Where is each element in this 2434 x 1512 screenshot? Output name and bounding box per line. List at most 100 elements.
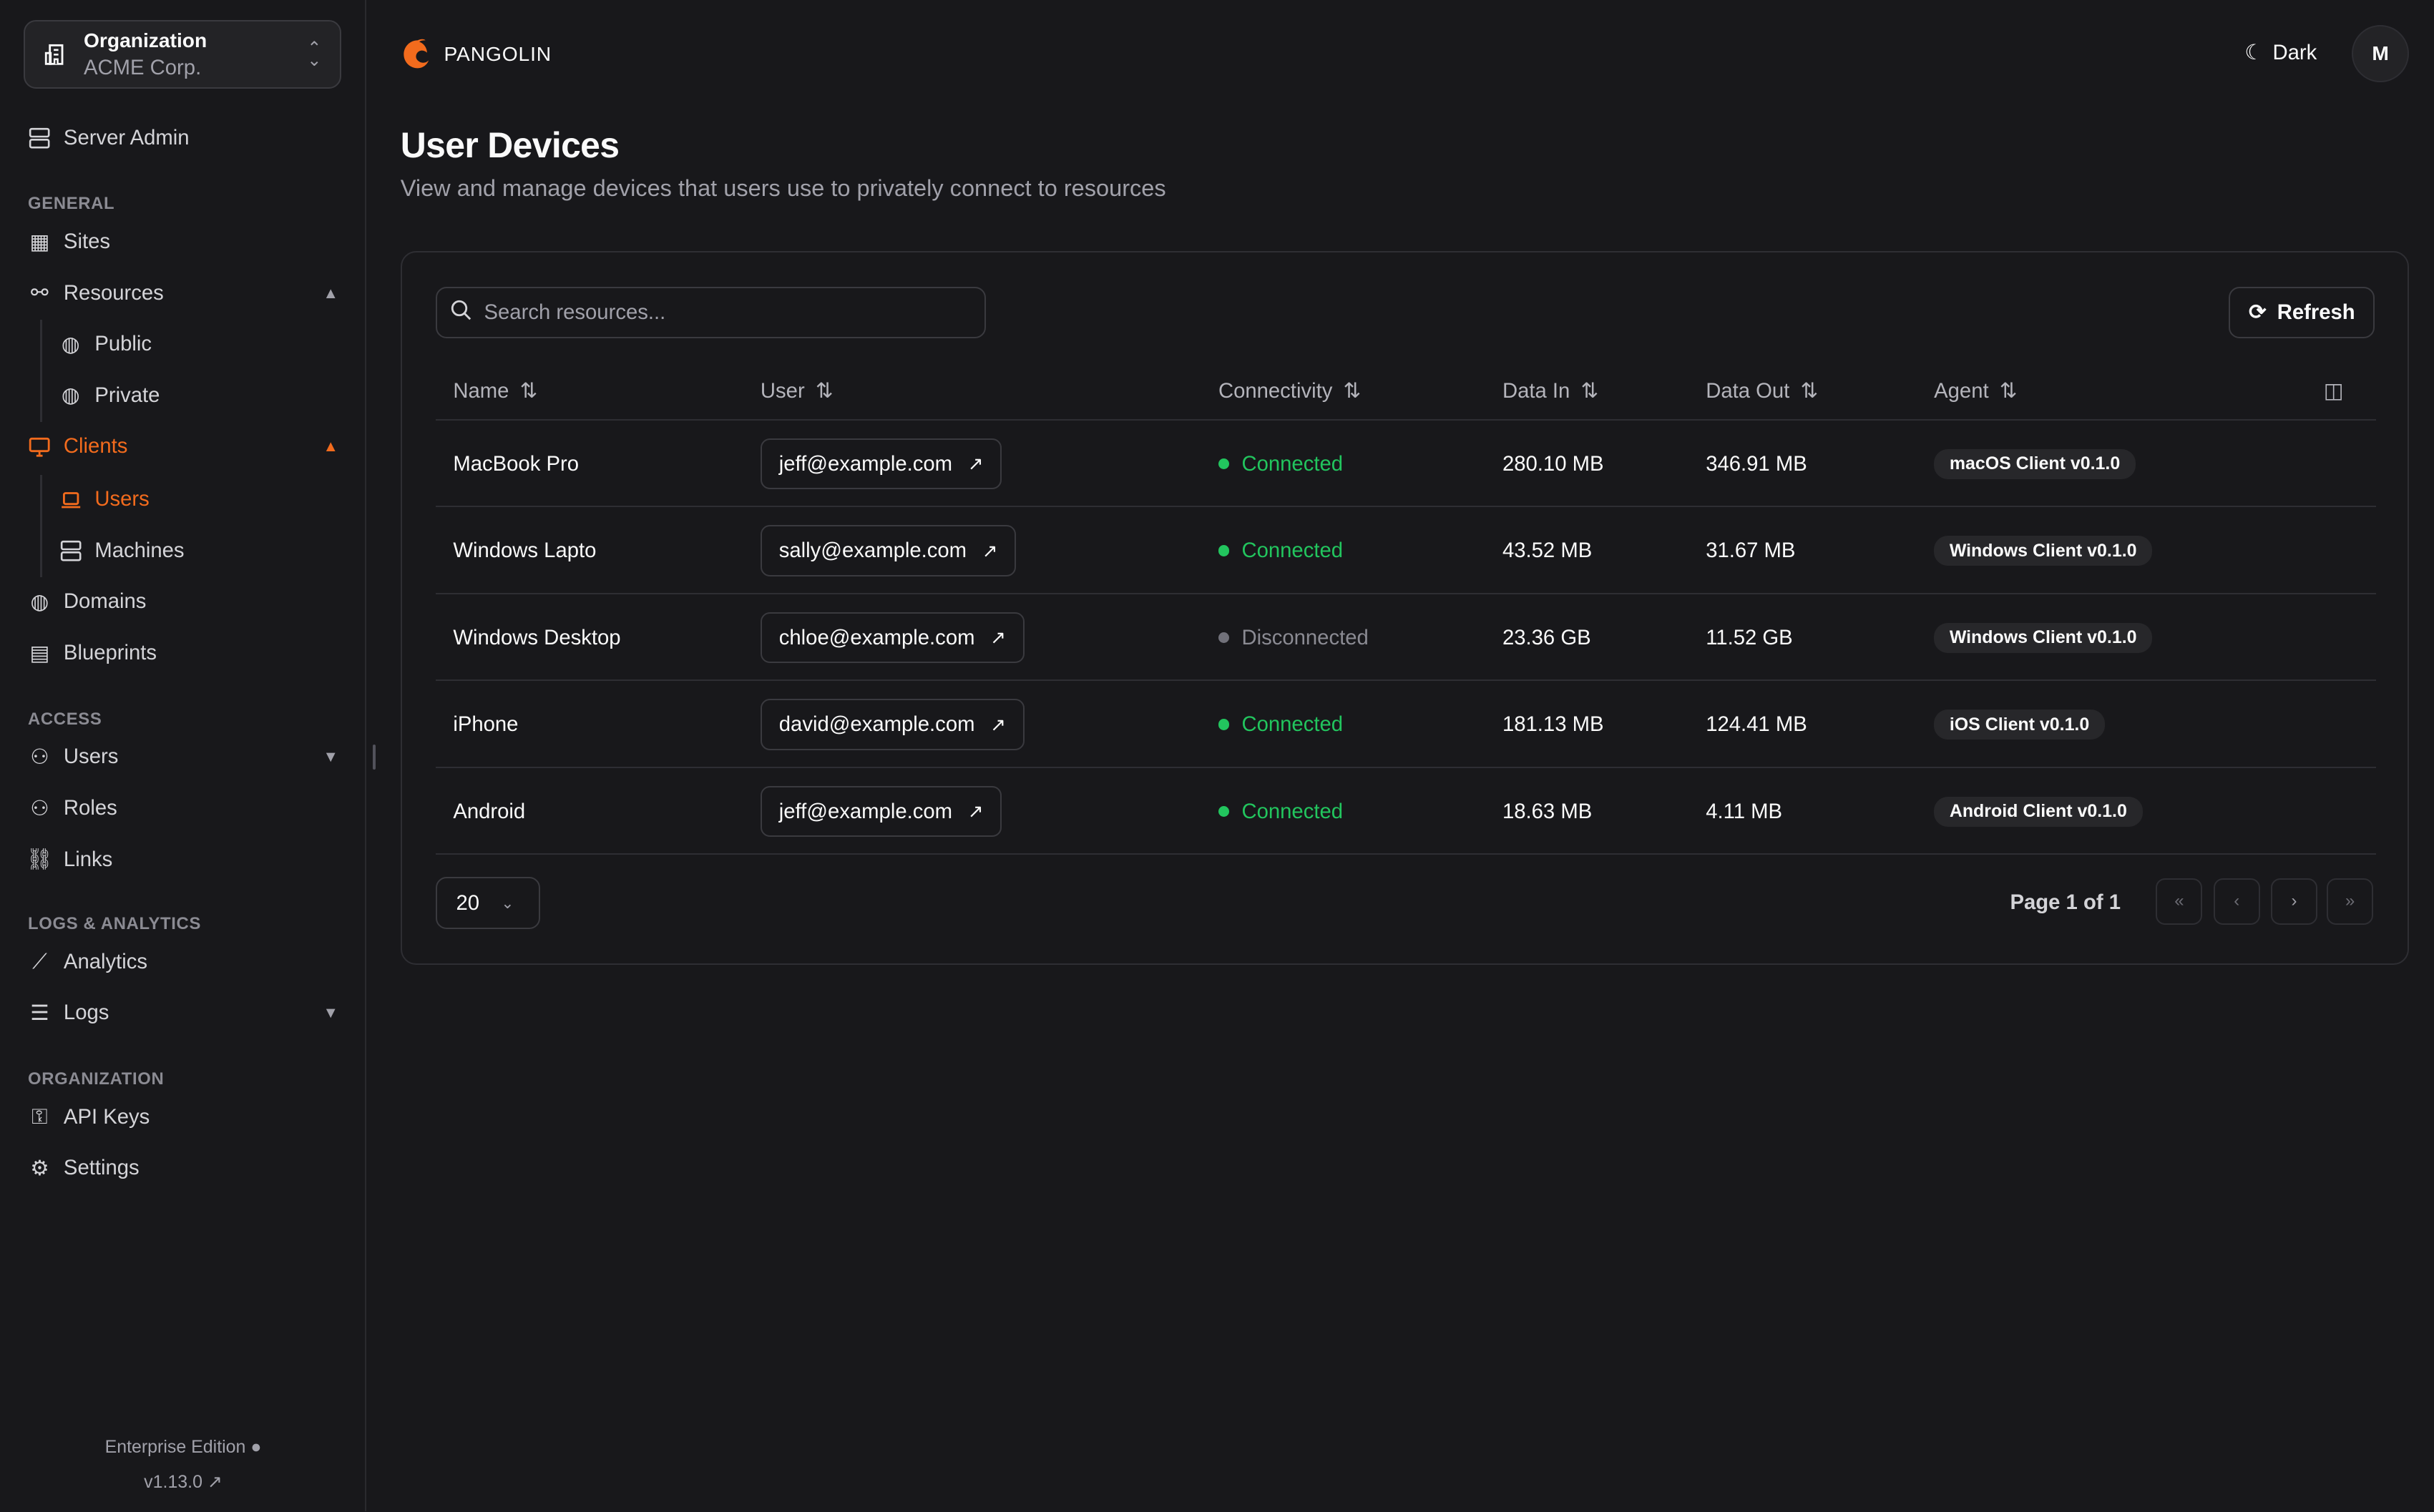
refresh-button[interactable]: ⟳ Refresh (2229, 287, 2375, 338)
page-description: View and manage devices that users use t… (400, 175, 1166, 202)
data-out: 31.67 MB (1706, 539, 1796, 563)
user-link-button[interactable]: david@example.com ↗ (760, 699, 1025, 750)
last-page-button[interactable]: » (2327, 878, 2374, 925)
sidebar-item-settings[interactable]: ⚙ Settings (28, 1156, 338, 1180)
sidebar-item-sites[interactable]: ▦ Sites (28, 230, 338, 254)
status-dot-icon (1218, 719, 1230, 730)
next-page-button[interactable]: › (2270, 878, 2318, 925)
sidebar-item-label: Machines (94, 538, 185, 562)
chevron-up-icon: ▲ (323, 283, 338, 302)
agent-cell: iOS Client v0.1.0 (1934, 681, 2105, 767)
sidebar-item-private[interactable]: ◍ Private (59, 383, 338, 408)
sidebar-item-server-admin[interactable]: Server Admin (28, 126, 338, 150)
edition[interactable]: Enterprise Edition ● (0, 1437, 366, 1458)
external-link-icon: ↗ (207, 1471, 223, 1492)
prev-page-button[interactable]: ‹ (2213, 878, 2260, 925)
section-general: GENERAL (28, 194, 115, 214)
table-row: Windows Lapto sally@example.com ↗ Connect… (436, 507, 2377, 594)
user-email: jeff@example.com (778, 799, 953, 823)
data-out: 346.91 MB (1706, 451, 1807, 476)
column-data-out[interactable]: Data Out ⇅ (1706, 378, 1818, 403)
data-in: 23.36 GB (1502, 625, 1591, 649)
sidebar-item-access-users[interactable]: ⚇ Users ▼ (28, 745, 338, 769)
table-row: Android jeff@example.com ↗ Connected 18.6… (436, 768, 2377, 855)
brand-name: PANGOLIN (444, 42, 552, 66)
columns-toggle-icon[interactable]: ◫ (2323, 379, 2344, 403)
column-user[interactable]: User ⇅ (761, 378, 834, 403)
sidebar-item-machines[interactable]: Machines (59, 539, 338, 563)
sidebar-item-resources[interactable]: ⚯ Resources ▲ (28, 281, 338, 305)
sidebar-item-logs[interactable]: ☰ Logs ▼ (28, 1001, 338, 1025)
chevron-left-icon: ‹ (2234, 891, 2240, 911)
brand-logo[interactable]: PANGOLIN (401, 37, 552, 72)
data-in: 280.10 MB (1502, 451, 1604, 476)
org-switcher[interactable]: Organization ACME Corp. ⌃ ⌄ (23, 20, 342, 89)
sidebar-resize-handle[interactable] (372, 745, 376, 770)
sidebar-item-public[interactable]: ◍ Public (59, 332, 338, 356)
device-name: Android (453, 799, 526, 823)
page-info: Page 1 of 1 (2010, 890, 2121, 915)
user-link-button[interactable]: sally@example.com ↗ (760, 525, 1017, 576)
status-label: Disconnected (1241, 625, 1369, 649)
first-page-button[interactable]: « (2156, 878, 2203, 925)
workflow-icon: ⚯ (31, 281, 49, 305)
user-link-button[interactable]: chloe@example.com ↗ (760, 612, 1025, 664)
user-link-button[interactable]: jeff@example.com ↗ (760, 438, 1002, 490)
user-email: david@example.com (778, 712, 975, 736)
refresh-icon: ⟳ (2248, 300, 2267, 325)
user-cell: chloe@example.com ↗ (760, 594, 1025, 681)
agent-badge: Windows Client v0.1.0 (1934, 536, 2153, 566)
sidebar-item-links[interactable]: ⛓ Links (26, 847, 338, 872)
page-size-value: 20 (456, 890, 480, 915)
sidebar-item-roles[interactable]: ⚇ Roles (28, 796, 338, 820)
sidebar-item-label: Users (63, 745, 119, 769)
key-icon: ⚿ (31, 1104, 48, 1129)
device-name: Windows Desktop (453, 625, 621, 649)
arrow-up-right-icon: ↗ (967, 800, 984, 822)
column-label: Connectivity (1218, 378, 1333, 403)
search-placeholder: Search resources... (484, 300, 666, 324)
sidebar-item-label: Links (63, 847, 113, 871)
sidebar-item-label: Clients (63, 434, 128, 458)
version[interactable]: v1.13.0 ↗ (0, 1471, 366, 1493)
status-dot-icon (1218, 632, 1230, 644)
sidebar-item-clients[interactable]: Clients ▲ (28, 434, 338, 458)
page-title: User Devices (400, 124, 620, 165)
sort-icon: ⇅ (1800, 379, 1819, 403)
column-label: Name (453, 378, 509, 403)
sidebar-item-label: Server Admin (63, 125, 190, 149)
data-in: 43.52 MB (1502, 539, 1593, 563)
user-cell: sally@example.com ↗ (760, 507, 1017, 594)
sidebar-item-label: Private (94, 383, 160, 407)
github-icon: ● (250, 1437, 262, 1458)
arrow-up-right-icon: ↗ (982, 539, 998, 561)
section-access: ACCESS (28, 709, 102, 729)
search-icon (450, 299, 471, 326)
column-name[interactable]: Name ⇅ (453, 378, 537, 403)
sidebar-item-label: Resources (63, 280, 164, 305)
column-data-in[interactable]: Data In ⇅ (1502, 378, 1598, 403)
avatar[interactable]: M (2351, 24, 2410, 82)
org-name: ACME Corp. (83, 55, 202, 79)
page-size-select[interactable]: 20 ⌄ (436, 876, 540, 930)
agent-cell: Windows Client v0.1.0 (1934, 507, 2153, 594)
user-link-button[interactable]: jeff@example.com ↗ (760, 785, 1002, 838)
search-input[interactable]: Search resources... (436, 287, 986, 338)
user-cell: jeff@example.com ↗ (760, 768, 1002, 855)
status-dot-icon (1218, 805, 1230, 818)
sidebar-item-blueprints[interactable]: ▤ Blueprints (28, 641, 338, 665)
column-connectivity[interactable]: Connectivity ⇅ (1218, 378, 1361, 403)
column-agent[interactable]: Agent ⇅ (1934, 378, 2017, 403)
sidebar-item-analytics[interactable]: ⟋ Analytics (28, 950, 338, 974)
device-name: iPhone (453, 712, 519, 736)
sidebar-item-api-keys[interactable]: ⚿ API Keys (28, 1105, 338, 1129)
sidebar-item-users[interactable]: Users (59, 487, 338, 511)
sidebar-item-domains[interactable]: ◍ Domains (28, 589, 338, 614)
devices-card: Search resources... ⟳ Refresh Name ⇅ User ⇅… (400, 251, 2410, 966)
status-label: Connected (1241, 539, 1344, 563)
theme-toggle[interactable]: ☾ Dark (2244, 40, 2317, 65)
connectivity-status: Connected (1218, 421, 1343, 507)
chevrons-left-icon: « (2174, 891, 2184, 911)
status-label: Connected (1241, 799, 1344, 823)
users-icon: ⚇ (30, 796, 49, 820)
